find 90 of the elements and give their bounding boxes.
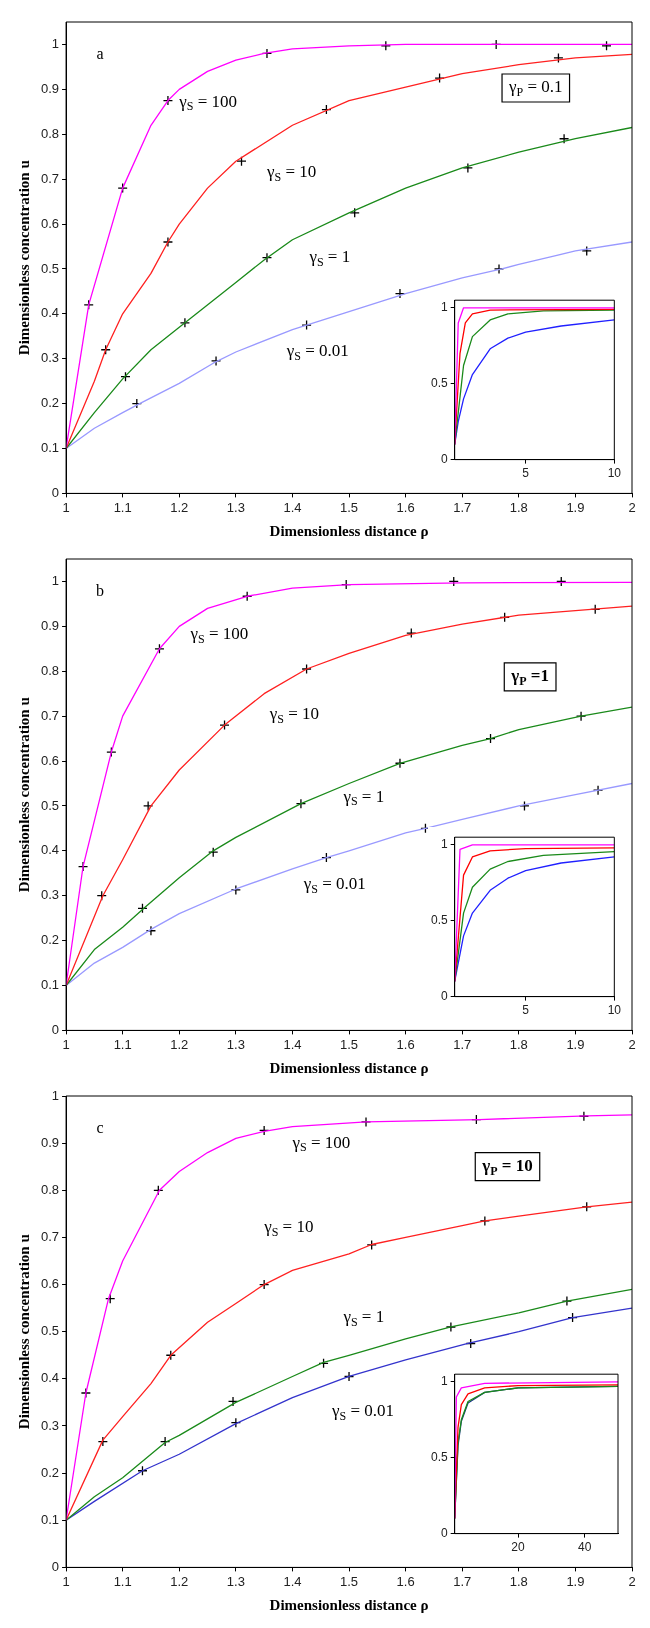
y-tick-label: 0.9	[40, 617, 60, 633]
x-tick-label: 1.6	[396, 1573, 415, 1589]
x-tick-label: 1.1	[113, 1036, 132, 1052]
x-tick-label: 20	[511, 1540, 525, 1555]
x-tick-label: 1.4	[283, 1036, 302, 1052]
y-tick-label: 0	[51, 1021, 60, 1037]
y-tick-label: 0.5	[40, 260, 60, 276]
x-tick-label: 5	[522, 466, 530, 481]
y-tick-label: 1	[440, 837, 448, 852]
y-tick-label: 0.4	[40, 1370, 60, 1386]
y-tick-label: 0.3	[40, 887, 60, 903]
y-tick-label: 0.1	[40, 440, 60, 456]
y-tick-label: 1	[440, 1374, 448, 1389]
x-tick-label: 2	[628, 1573, 636, 1589]
y-tick-label: 0.6	[40, 752, 60, 768]
x-tick-label: 1.2	[170, 1573, 189, 1589]
y-tick-label: 0	[440, 451, 448, 466]
x-tick-label: 1.9	[566, 499, 585, 515]
x-axis-title: Dimensionless distance ρ	[269, 1059, 429, 1076]
y-tick-label: 1	[51, 36, 60, 52]
y-tick-label: 0.5	[430, 913, 448, 928]
y-tick-label: 0.7	[40, 1229, 60, 1244]
y-tick-label: 0.5	[40, 1323, 60, 1339]
annotation: c	[96, 1119, 104, 1137]
y-tick-label: 1	[51, 573, 60, 589]
x-tick-label: 1.6	[396, 1036, 415, 1052]
y-axis-title: Dimensionless concentration u	[15, 1234, 32, 1430]
y-tick-label: 0	[440, 1525, 448, 1540]
x-tick-label: 1.2	[170, 1036, 189, 1052]
annotation: a	[96, 45, 104, 63]
y-tick-label: 0.3	[40, 1417, 60, 1433]
y-tick-label: 0.1	[40, 977, 60, 993]
x-tick-label: 1.3	[226, 499, 245, 515]
y-tick-label: 1	[440, 300, 448, 315]
x-tick-label: 10	[607, 1003, 622, 1018]
x-tick-label: 1.2	[170, 499, 189, 515]
x-tick-label: 1.5	[340, 499, 359, 515]
annotation: b	[96, 582, 105, 600]
x-tick-label: 1	[62, 1036, 70, 1052]
x-tick-label: 2	[628, 1036, 636, 1052]
y-tick-label: 0.8	[40, 662, 60, 678]
x-tick-label: 1.9	[566, 1036, 585, 1052]
x-tick-label: 1.8	[509, 1573, 528, 1589]
y-tick-label: 0	[440, 988, 448, 1003]
x-tick-label: 1.4	[283, 499, 302, 515]
x-tick-label: 40	[577, 1540, 592, 1555]
x-tick-label: 1.5	[340, 1573, 359, 1589]
y-tick-label: 0.5	[430, 376, 448, 391]
y-axis-title: Dimensionless concentration u	[15, 697, 32, 893]
x-tick-label: 1.8	[509, 499, 528, 515]
y-tick-label: 0.3	[40, 350, 60, 366]
x-tick-label: 2	[628, 499, 636, 515]
x-tick-label: 1.5	[340, 1036, 359, 1052]
y-tick-label: 0	[51, 1558, 60, 1574]
y-tick-label: 0.5	[40, 797, 60, 813]
x-tick-label: 5	[522, 1003, 530, 1018]
y-tick-label: 0.1	[40, 1511, 60, 1527]
x-tick-label: 1.7	[453, 1036, 472, 1052]
x-tick-label: 1.1	[113, 1573, 132, 1589]
y-tick-label: 0.7	[40, 170, 60, 186]
x-tick-label: 10	[607, 466, 622, 481]
x-tick-label: 1.7	[453, 499, 472, 515]
x-tick-label: 1	[62, 499, 70, 515]
y-tick-label: 0.7	[40, 707, 60, 723]
x-tick-label: 1.3	[226, 1036, 245, 1052]
x-tick-label: 1.1	[113, 499, 132, 515]
x-axis-title: Dimensionless distance ρ	[269, 522, 429, 539]
y-tick-label: 0.4	[40, 842, 60, 858]
y-tick-label: 0.6	[40, 215, 60, 231]
y-tick-label: 0.8	[40, 1181, 60, 1197]
y-tick-label: 0.2	[40, 1464, 60, 1480]
y-tick-label: 0.9	[40, 1134, 60, 1150]
y-tick-label: 0.5	[430, 1450, 448, 1465]
y-tick-label: 0.4	[40, 305, 60, 321]
y-tick-label: 0.2	[40, 932, 60, 948]
x-tick-label: 1.9	[566, 1573, 585, 1589]
x-axis-title: Dimensionless distance ρ	[269, 1596, 429, 1613]
x-tick-label: 1.3	[226, 1573, 245, 1589]
y-tick-label: 0.6	[40, 1276, 60, 1292]
y-tick-label: 0.8	[40, 125, 60, 141]
y-tick-label: 0.2	[40, 395, 60, 411]
x-tick-label: 1.8	[509, 1036, 528, 1052]
y-tick-label: 0	[51, 484, 60, 500]
x-tick-label: 1.7	[453, 1573, 472, 1589]
y-tick-label: 0.9	[40, 80, 60, 96]
y-axis-title: Dimensionless concentration u	[15, 160, 32, 356]
x-tick-label: 1.4	[283, 1573, 302, 1589]
x-tick-label: 1.6	[396, 499, 415, 515]
y-tick-label: 1	[51, 1087, 60, 1103]
x-tick-label: 1	[62, 1573, 70, 1589]
